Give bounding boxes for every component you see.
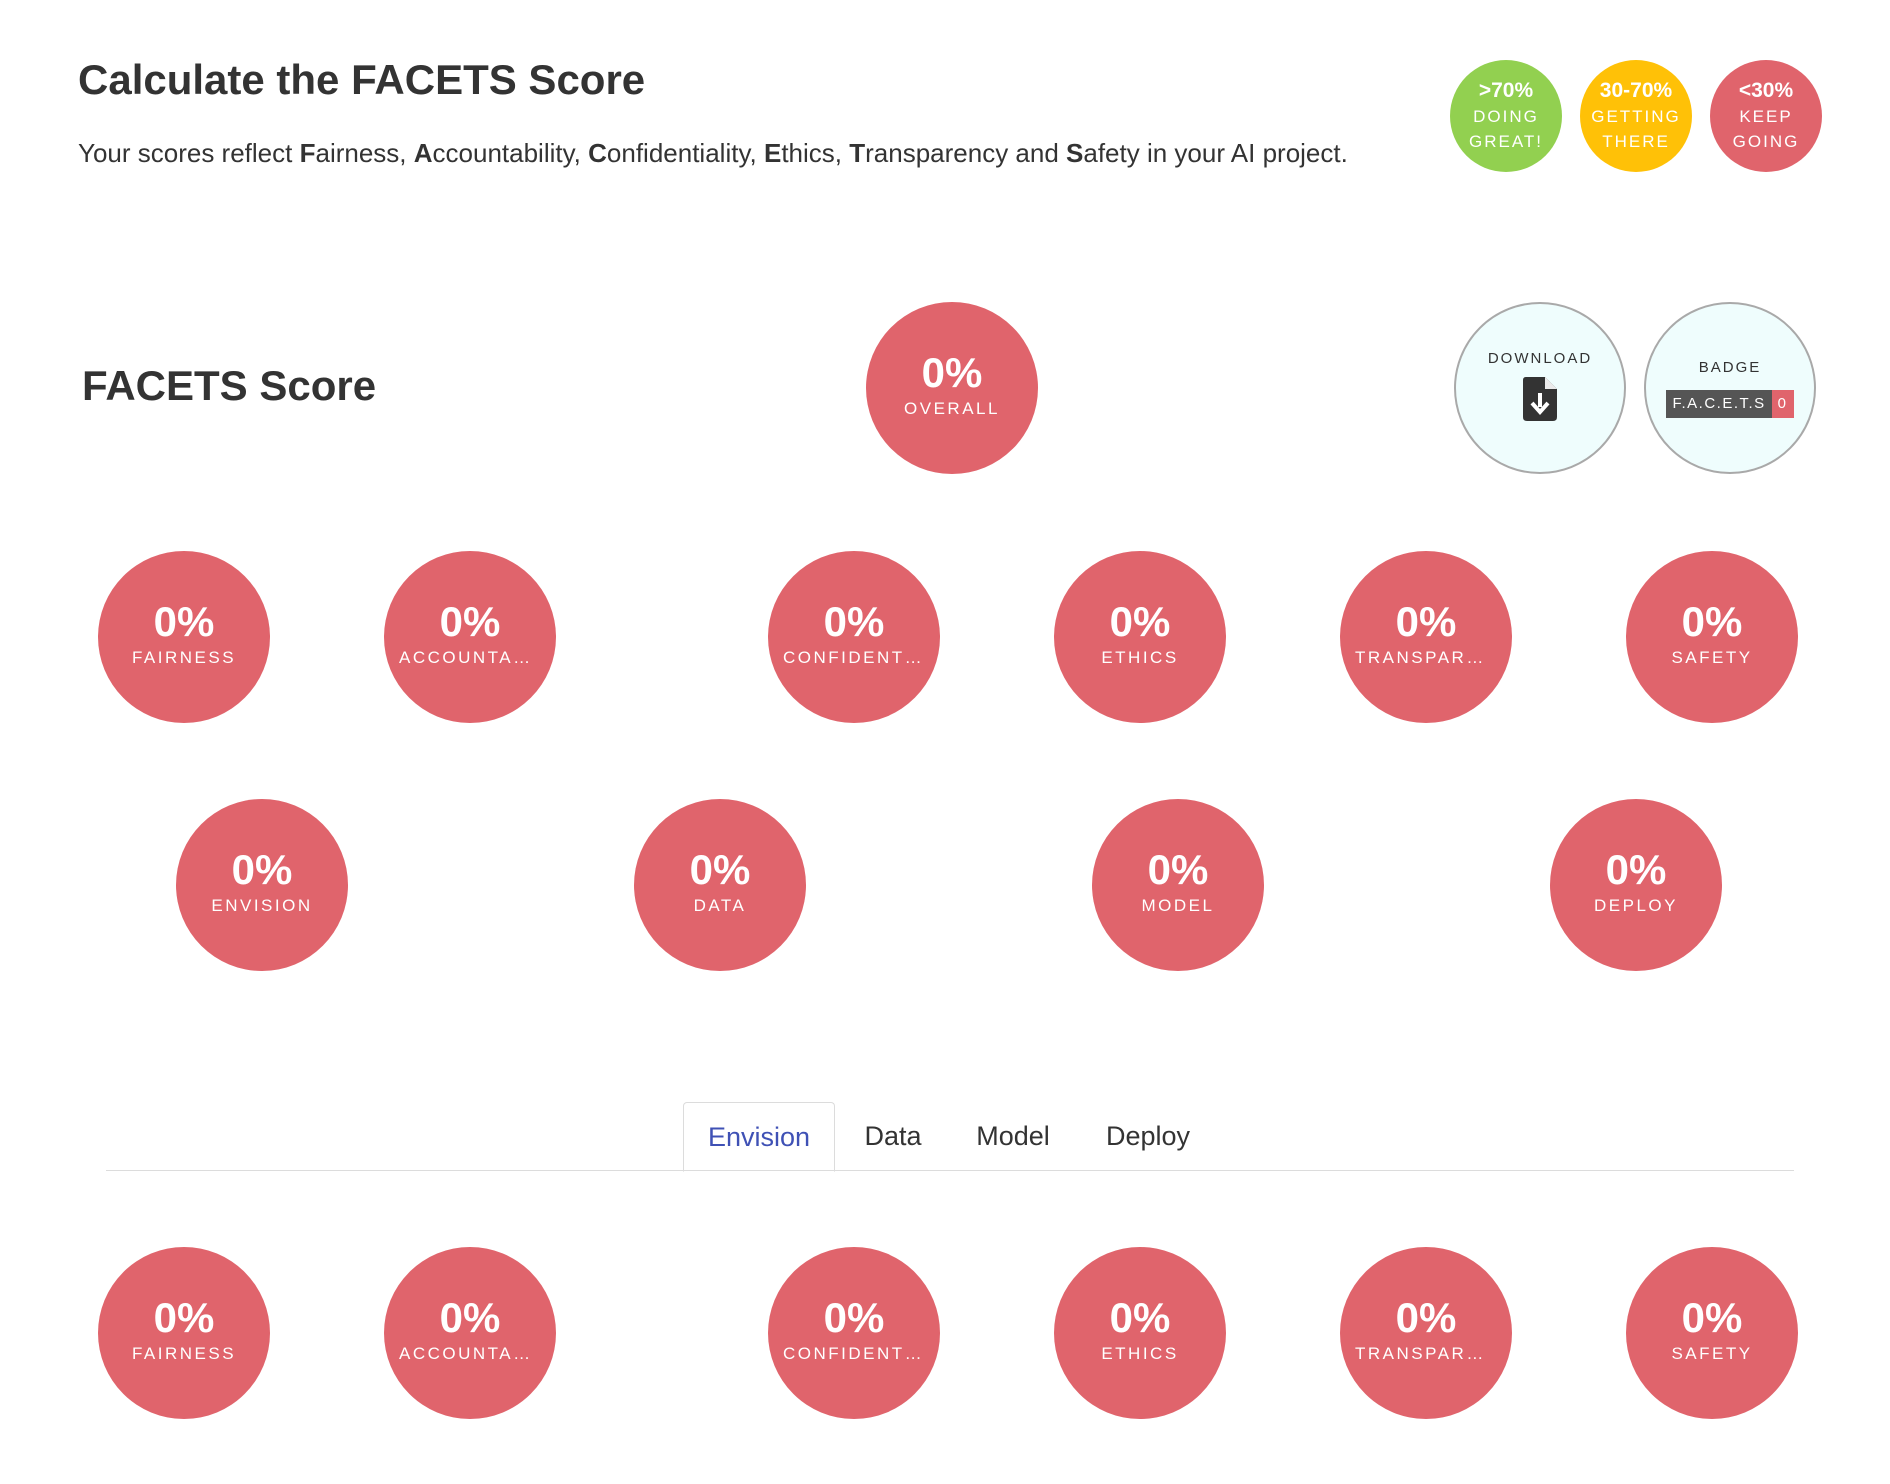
score-value: 0% xyxy=(823,1294,885,1341)
subtitle-initial: T xyxy=(849,138,866,168)
score-label: Fairness xyxy=(131,648,237,667)
badge-score-text: 0 xyxy=(1771,389,1794,418)
score-value: 0% xyxy=(231,846,293,893)
section-title: FACETS Score xyxy=(82,362,377,409)
score-label: Accountability xyxy=(399,1344,545,1363)
facet-transparency-score: 0% Transparency xyxy=(1340,551,1512,723)
subtitle-text: Your scores reflect xyxy=(78,138,300,168)
score-label: Confidentiality xyxy=(783,648,929,667)
tab-data[interactable]: Data xyxy=(864,1121,922,1151)
score-value: 0% xyxy=(1605,846,1667,893)
overall-score-label: Overall xyxy=(904,399,1000,418)
subtitle-text: thics, xyxy=(781,138,850,168)
score-value: 0% xyxy=(1681,1294,1743,1341)
stage-envision-score: 0% Envision xyxy=(176,799,348,971)
subtitle-initial: A xyxy=(413,138,433,168)
tab-facet-safety-score: 0% Safety xyxy=(1626,1247,1798,1419)
tab-facet-fairness-score: 0% Fairness xyxy=(98,1247,270,1419)
score-label: Ethics xyxy=(1101,648,1179,667)
score-value: 0% xyxy=(439,598,501,645)
subtitle-initial: C xyxy=(588,138,607,168)
legend-range: >70% xyxy=(1478,79,1534,102)
stage-data-score: 0% Data xyxy=(634,799,806,971)
score-label: Confidentiality xyxy=(783,1344,929,1363)
score-label: Accountability xyxy=(399,648,545,667)
score-value: 0% xyxy=(153,598,215,645)
score-value: 0% xyxy=(1109,1294,1171,1341)
page-subtitle: Your scores reflect Fairness, Accountabi… xyxy=(78,138,1348,169)
legend-range: 30-70% xyxy=(1599,79,1673,102)
score-label: Safety xyxy=(1671,1344,1753,1363)
download-label: Download xyxy=(1487,350,1593,367)
score-value: 0% xyxy=(1681,598,1743,645)
score-label: Envision xyxy=(211,896,313,915)
subtitle-text: airness, xyxy=(315,138,414,168)
badge-label: Badge xyxy=(1698,358,1762,376)
tab-facet-confidentiality-score: 0% Confidentiality xyxy=(768,1247,940,1419)
score-value: 0% xyxy=(689,846,751,893)
facets-badge: F.A.C.E.T.S 0 xyxy=(1666,389,1794,418)
facet-accountability-score: 0% Accountability xyxy=(384,551,556,723)
score-value: 0% xyxy=(1395,598,1457,645)
score-value: 0% xyxy=(1109,598,1171,645)
subtitle-initial: F xyxy=(299,138,316,168)
score-value: 0% xyxy=(1147,846,1209,893)
tab-facet-ethics-score: 0% Ethics xyxy=(1054,1247,1226,1419)
overall-score: 0% Overall xyxy=(866,302,1038,474)
score-value: 0% xyxy=(823,598,885,645)
legend-label: Getting xyxy=(1591,107,1681,126)
score-label: Fairness xyxy=(131,1344,237,1363)
facet-fairness-score: 0% Fairness xyxy=(98,551,270,723)
subtitle-text: onfidentiality, xyxy=(606,138,764,168)
legend-label: Doing xyxy=(1473,107,1539,126)
score-label: Data xyxy=(693,896,747,915)
tabs-divider xyxy=(106,1170,1794,1171)
facet-confidentiality-score: 0% Confidentiality xyxy=(768,551,940,723)
score-value: 0% xyxy=(153,1294,215,1341)
legend-label: Keep xyxy=(1739,107,1793,126)
tab-model[interactable]: Model xyxy=(976,1121,1050,1151)
file-download-icon xyxy=(1523,377,1557,426)
score-value: 0% xyxy=(439,1294,501,1341)
tab-envision[interactable]: Envision xyxy=(683,1102,835,1172)
score-label: Safety xyxy=(1671,648,1753,667)
score-label: Transparency xyxy=(1355,648,1501,667)
facet-ethics-score: 0% Ethics xyxy=(1054,551,1226,723)
legend-label: great! xyxy=(1468,132,1544,151)
stage-model-score: 0% Model xyxy=(1092,799,1264,971)
legend-item-keep: <30% Keep going xyxy=(1710,60,1822,172)
score-label: Model xyxy=(1141,896,1215,915)
legend-range: <30% xyxy=(1738,79,1794,102)
legend-item-doing: >70% Doing great! xyxy=(1450,60,1562,172)
tab-deploy[interactable]: Deploy xyxy=(1105,1121,1191,1151)
legend-item-getting: 30-70% Getting there xyxy=(1580,60,1692,172)
score-label: Deploy xyxy=(1594,896,1678,915)
facet-safety-score: 0% Safety xyxy=(1626,551,1798,723)
score-label: Transparency xyxy=(1355,1344,1501,1363)
subtitle-initial: S xyxy=(1066,138,1084,168)
subtitle-initial: E xyxy=(763,138,782,168)
subtitle-text: afety in your AI project. xyxy=(1083,138,1348,168)
badge-left-text: F.A.C.E.T.S xyxy=(1666,389,1772,418)
page-title: Calculate the FACETS Score xyxy=(78,56,646,103)
legend-label: going xyxy=(1732,132,1800,151)
tab-facet-transparency-score: 0% Transparency xyxy=(1340,1247,1512,1419)
score-label: Ethics xyxy=(1101,1344,1179,1363)
badge-button[interactable]: Badge F.A.C.E.T.S 0 xyxy=(1644,302,1816,474)
tab-facet-accountability-score: 0% Accountability xyxy=(384,1247,556,1419)
overall-score-value: 0% xyxy=(921,349,983,396)
stage-deploy-score: 0% Deploy xyxy=(1550,799,1722,971)
legend-label: there xyxy=(1602,132,1670,151)
subtitle-text: ransparency and xyxy=(865,138,1067,168)
download-button[interactable]: Download xyxy=(1454,302,1626,474)
score-value: 0% xyxy=(1395,1294,1457,1341)
subtitle-text: ccountability, xyxy=(432,138,589,168)
